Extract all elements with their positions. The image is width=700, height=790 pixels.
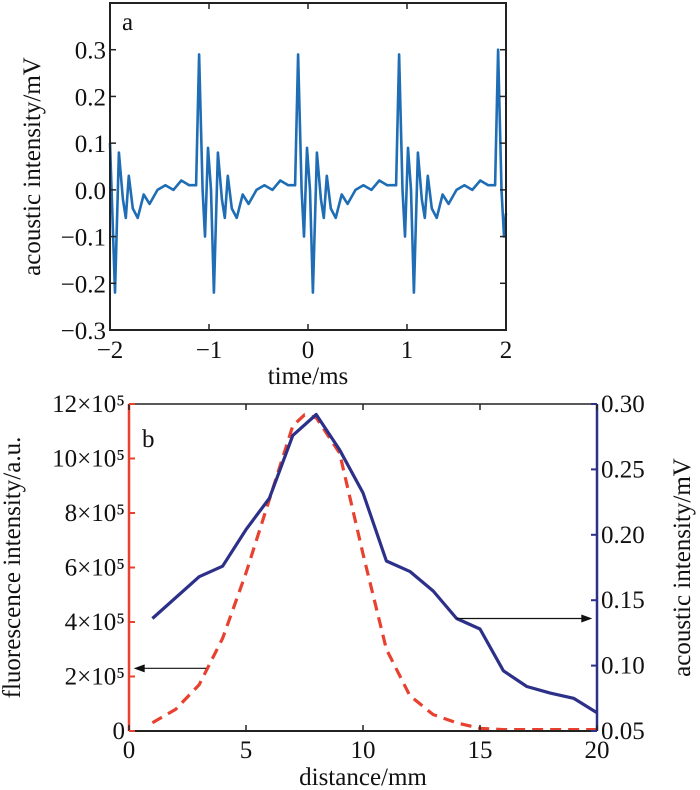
x-tick-label: 15 [468, 737, 493, 764]
x-tick-label: 1 [401, 337, 414, 364]
x-tick-label: 20 [585, 737, 610, 764]
left-y-tick-label: 12×10⁵ [52, 391, 125, 418]
right-y-tick-label: 0.10 [601, 653, 645, 680]
y-tick-label: −0.1 [61, 225, 106, 252]
x-axis-label: distance/mm [299, 764, 427, 790]
left-y-tick-label: 10×10⁵ [52, 446, 125, 473]
left-y-tick-label: 2×10⁵ [65, 664, 125, 691]
left-y-tick-label: 8×10⁵ [65, 500, 125, 527]
panel-label: a [122, 9, 133, 36]
acoustic-signal-line [108, 48, 508, 294]
x-tick-label: −1 [196, 337, 223, 364]
x-axis-label: time/ms [268, 363, 349, 390]
right-arrow-head-icon [581, 614, 593, 623]
right-y-tick-label: 0.25 [601, 456, 645, 483]
y-tick-label: 0.2 [75, 84, 106, 111]
acoustic-intensity-line [151, 412, 598, 715]
x-tick-label: 0 [123, 737, 136, 764]
x-tick-label: 10 [351, 737, 376, 764]
left-y-tick-label: 4×10⁵ [65, 609, 125, 636]
right-y-tick-label: 0.05 [601, 718, 645, 745]
fluorescence-dashed-line [151, 413, 597, 732]
panel-label: b [142, 426, 155, 453]
y-tick-label: −0.2 [61, 271, 106, 298]
x-tick-label: 5 [240, 737, 253, 764]
panel-b: 0 5 10 15 20 0 2×10⁵ 4×10⁵ 6×10⁵ 8×10⁵ 10×10⁵ 12×10… [0, 391, 696, 790]
right-y-tick-label: 0.15 [601, 587, 645, 614]
right-y-tick-label: 0.30 [601, 391, 645, 418]
y-axis-label: acoustic intensity/mV [19, 57, 46, 276]
left-y-axis-label: fluorescence intensity/a.u. [0, 437, 26, 699]
y-tick-label: 0.3 [75, 38, 106, 65]
panel-a: −2 −1 0 1 2 −0.3 −0.2 −0.1 0.0 0.1 0.2 0.3 a time/ms a… [19, 2, 513, 390]
left-y-tick-label: 0 [113, 718, 126, 745]
right-y-tick-label: 0.20 [601, 522, 645, 549]
x-tick-label: 2 [500, 337, 513, 364]
right-y-axis-label: acoustic intensity/mV [669, 458, 696, 677]
x-tick-label: 0 [302, 337, 315, 364]
y-tick-label: −0.3 [61, 318, 106, 345]
y-tick-label: 0.0 [75, 178, 106, 205]
left-arrow-head-icon [133, 664, 145, 673]
x-tick-label: −2 [97, 337, 124, 364]
left-y-tick-label: 6×10⁵ [65, 555, 125, 582]
y-tick-label: 0.1 [75, 131, 106, 158]
